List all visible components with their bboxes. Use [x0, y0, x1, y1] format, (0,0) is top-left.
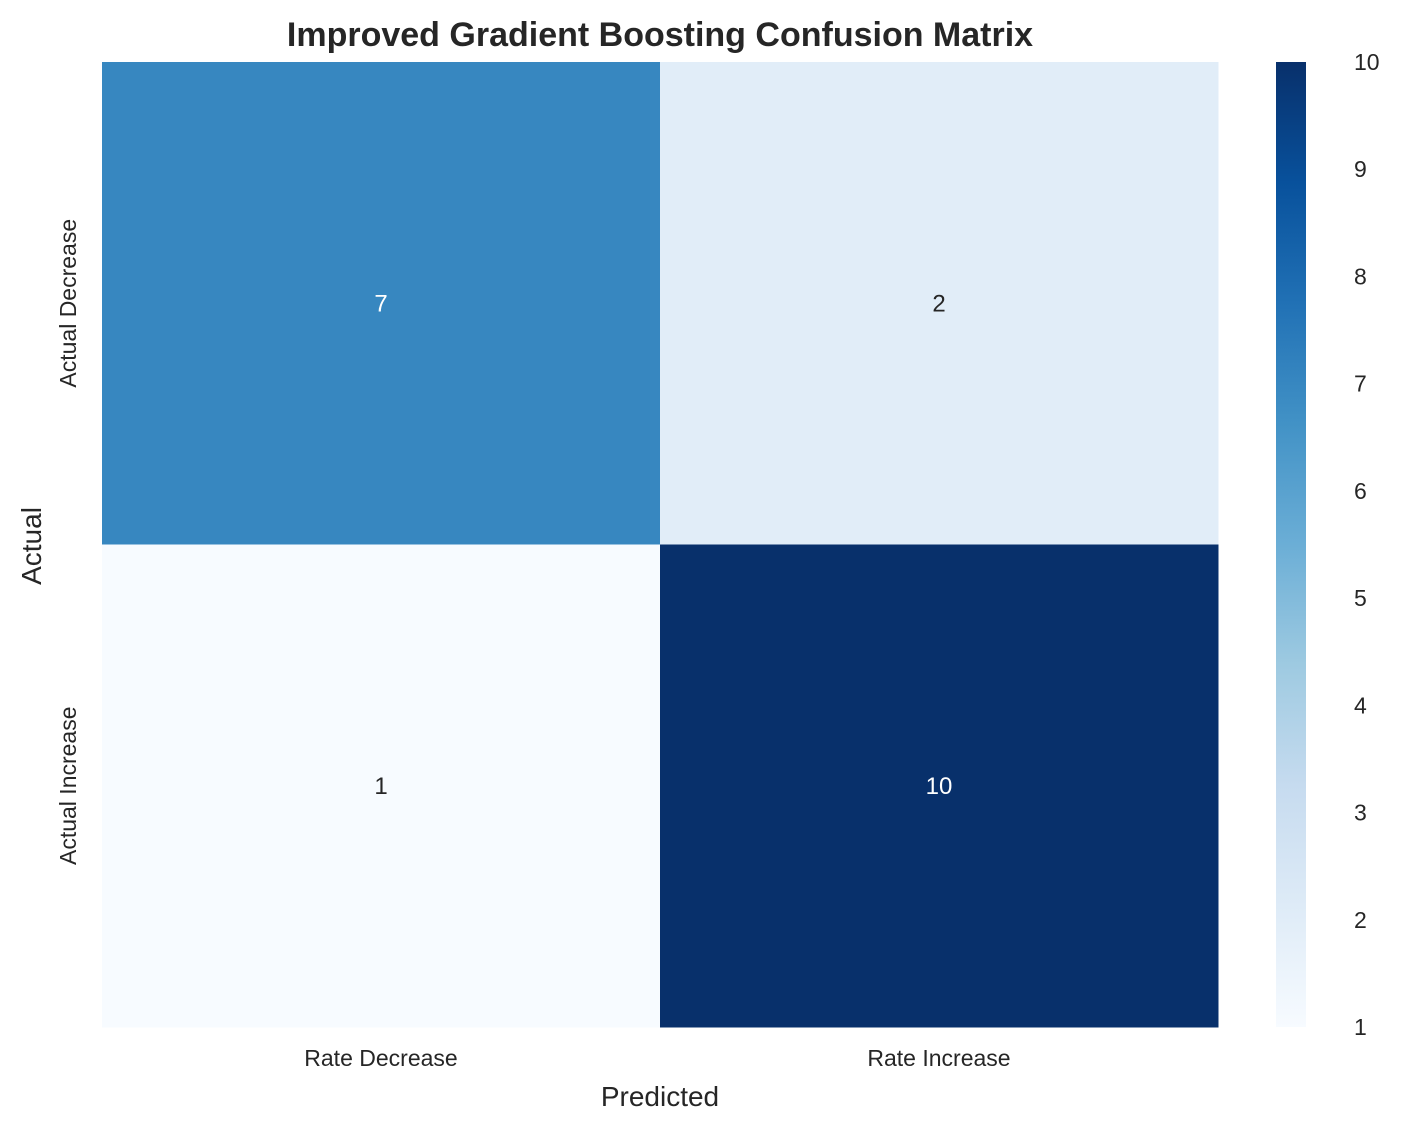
cell-value-label: 2	[932, 290, 945, 317]
heatmap-cell	[102, 544, 661, 1028]
colorbar-tick-label: 5	[1354, 585, 1367, 611]
heatmap-cell	[660, 62, 1219, 545]
cell-value-label: 10	[926, 773, 953, 800]
y-tick-label: Actual Decrease	[55, 219, 81, 388]
colorbar-tick-label: 3	[1354, 800, 1367, 826]
heatmap-cells	[102, 62, 1219, 1028]
y-tick-label: Actual Increase	[55, 706, 81, 865]
colorbar-tick-label: 1	[1354, 1014, 1367, 1040]
y-axis-label: Actual	[16, 507, 47, 585]
chart-title: Improved Gradient Boosting Confusion Mat…	[287, 16, 1033, 54]
x-axis-label: Predicted	[601, 1081, 719, 1112]
colorbar-tick-label: 6	[1354, 478, 1367, 504]
x-tick-label: Rate Increase	[867, 1045, 1010, 1071]
colorbar-tick-label: 9	[1354, 156, 1367, 182]
colorbar-tick-label: 7	[1354, 371, 1367, 397]
x-tick-labels: Rate Decrease Rate Increase	[304, 1045, 1010, 1071]
colorbar-tick-label: 8	[1354, 263, 1367, 289]
cell-value-label: 1	[374, 773, 387, 800]
colorbar-tick-label: 4	[1354, 692, 1367, 718]
colorbar-tick-label: 2	[1354, 907, 1367, 933]
y-tick-labels: Actual Decrease Actual Increase	[55, 219, 81, 865]
colorbar-gradient	[1276, 62, 1306, 1027]
x-tick-label: Rate Decrease	[304, 1045, 457, 1071]
colorbar: 1 2 3 4 5 6 7 8 9 10	[1276, 49, 1380, 1040]
cell-annotations: 7 2 1 10	[374, 290, 952, 800]
heatmap-cell	[660, 544, 1219, 1028]
heatmap-cell	[102, 62, 661, 545]
cell-value-label: 7	[374, 290, 387, 317]
colorbar-tick-label: 10	[1354, 49, 1380, 75]
